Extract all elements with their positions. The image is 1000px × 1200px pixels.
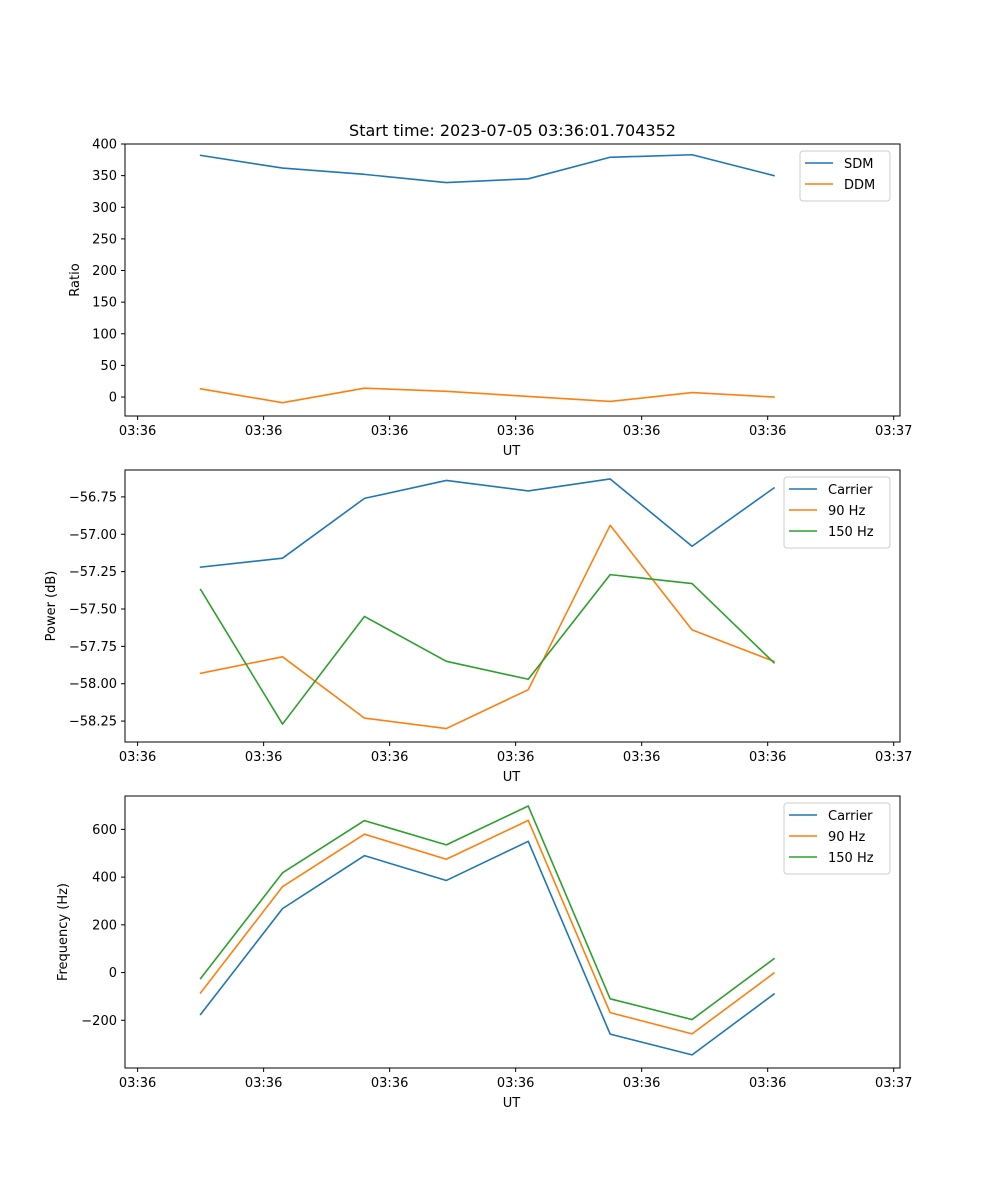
x-tick-label: 03:36 [749,750,786,765]
y-tick-label: −56.75 [69,490,117,505]
y-tick-label: −58.00 [69,677,117,692]
y-tick-label: −57.75 [69,640,117,655]
chart-panels: 03:36 03:36 03:36 03:36 03:36 03:36 03:37 0 50 10… [44,138,912,1112]
x-tick-label: 03:36 [623,1076,660,1091]
legend-label: SDM [844,157,873,172]
y-axis-label: Ratio [68,263,83,296]
series-line-carrier [199,478,776,569]
legend-label: 90 Hz [828,830,865,845]
plot-frame [124,795,901,1069]
plot-frame [124,143,901,417]
y-tick-label: 200 [92,918,117,933]
y-tick-label: 0 [109,391,117,406]
x-tick-label: 03:36 [623,750,660,765]
x-tick-label: 03:36 [245,1076,282,1091]
series-line-ddm [199,387,775,404]
y-tick-label: 0 [109,966,117,981]
x-tick-label: 03:36 [371,424,408,439]
x-tick-label: 03:36 [245,750,282,765]
y-tick-label: −57.00 [69,528,117,543]
x-tick-label: 03:37 [875,1076,912,1091]
x-tick-label: 03:36 [749,424,786,439]
chart-panel-2: 03:36 03:36 03:36 03:36 03:36 03:36 03:37 −58.2… [44,469,912,785]
legend-label: 150 Hz [828,851,874,866]
legend-label: Carrier [828,483,873,498]
series-line-150-hz [199,805,776,1021]
y-tick-label: −57.50 [69,602,117,617]
x-tick-label: 03:36 [119,1076,156,1091]
series-line-90-hz [199,819,776,1035]
chart-title: Start time: 2023-07-05 03:36:01.704352 [349,121,676,140]
y-tick-label: 400 [92,871,117,886]
legend-label: DDM [844,178,875,193]
y-tick-label: 350 [92,169,117,184]
y-tick-label: 50 [100,359,117,374]
x-tick-label: 03:36 [119,750,156,765]
x-tick-label: 03:36 [371,750,408,765]
legend-label: Carrier [828,809,873,824]
legend: Carrier 90 Hz 150 Hz [783,476,891,549]
x-tick-label: 03:37 [875,750,912,765]
x-axis-label: UT [503,1096,521,1111]
y-tick-label: 100 [92,327,117,342]
x-tick-label: 03:36 [749,1076,786,1091]
x-tick-label: 03:36 [497,424,534,439]
y-tick-label: −57.25 [69,565,117,580]
chart-panel-3: 03:36 03:36 03:36 03:36 03:36 03:36 03:37 −200 0… [56,795,912,1111]
legend-label: 90 Hz [828,504,865,519]
y-tick-label: 250 [92,232,117,247]
series-line-90-hz [199,524,776,730]
y-axis-label: Frequency (Hz) [56,883,71,981]
y-tick-label: 150 [92,296,117,311]
legend: SDM DDM [799,150,891,202]
x-tick-label: 03:36 [245,424,282,439]
x-axis-label: UT [503,770,521,785]
y-axis-label: Power (dB) [44,571,59,642]
chart-panel-1: 03:36 03:36 03:36 03:36 03:36 03:36 03:37 0 50 10… [68,138,912,460]
series-line-150-hz [199,573,776,725]
x-tick-label: 03:37 [875,424,912,439]
x-tick-label: 03:36 [497,1076,534,1091]
x-tick-label: 03:36 [371,1076,408,1091]
series-line-sdm [199,153,775,184]
y-tick-label: 400 [92,138,117,153]
plot-frame [124,469,901,743]
x-tick-label: 03:36 [119,424,156,439]
y-tick-label: −200 [81,1014,117,1029]
y-tick-label: 600 [92,823,117,838]
y-tick-label: 200 [92,264,117,279]
legend: Carrier 90 Hz 150 Hz [783,802,891,875]
x-tick-label: 03:36 [623,424,660,439]
legend-label: 150 Hz [828,525,874,540]
x-tick-label: 03:36 [497,750,534,765]
series-line-carrier [199,840,776,1056]
x-axis-label: UT [503,444,521,459]
y-tick-label: 300 [92,201,117,216]
y-tick-label: −58.25 [69,715,117,730]
